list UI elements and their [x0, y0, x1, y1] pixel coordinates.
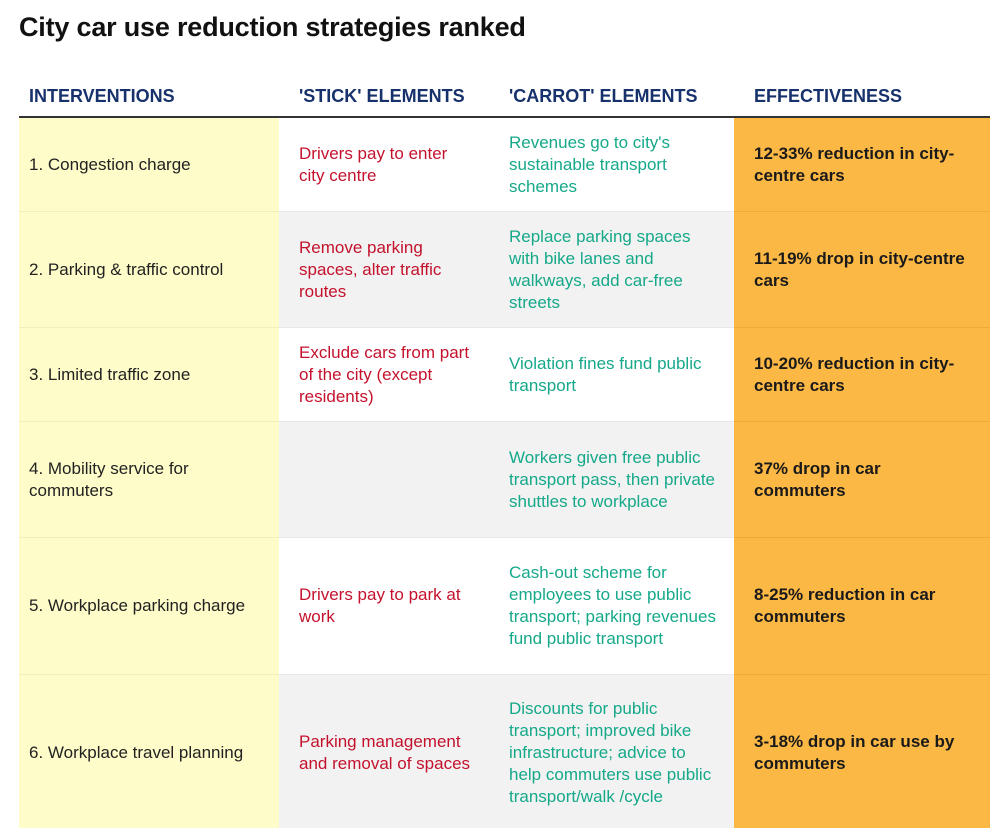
table-cell-effectiveness: 11-19% drop in city-centre cars [734, 212, 990, 328]
column-header-effectiveness: EFFECTIVENESS [734, 76, 990, 118]
table-cell-effectiveness: 10-20% reduction in city-centre cars [734, 328, 990, 422]
table-cell-effectiveness: 3-18% drop in car use by commuters [734, 675, 990, 828]
table-cell-stick: Parking management and removal of spaces [279, 675, 489, 828]
table-cell-carrot: Workers given free public transport pass… [489, 422, 734, 538]
table-cell-carrot: Cash-out scheme for employees to use pub… [489, 538, 734, 675]
table-cell-effectiveness: 12-33% reduction in city-centre cars [734, 118, 990, 212]
table-cell-intervention: 6. Workplace travel planning [19, 675, 279, 828]
table-cell-intervention: 1. Congestion charge [19, 118, 279, 212]
table-cell-intervention: 5. Workplace parking charge [19, 538, 279, 675]
table-cell-effectiveness: 8-25% reduction in car commuters [734, 538, 990, 675]
column-header-stick: 'STICK' ELEMENTS [279, 76, 489, 118]
table-cell-stick [279, 422, 489, 538]
table-cell-carrot: Discounts for public transport; improved… [489, 675, 734, 828]
table-cell-effectiveness: 37% drop in car commuters [734, 422, 990, 538]
table-cell-intervention: 2. Parking & traffic control [19, 212, 279, 328]
table-cell-intervention: 3. Limited traffic zone [19, 328, 279, 422]
table-cell-stick: Drivers pay to enter city centre [279, 118, 489, 212]
table-cell-stick: Exclude cars from part of the city (exce… [279, 328, 489, 422]
table-cell-stick: Remove parking spaces, alter traffic rou… [279, 212, 489, 328]
table-cell-intervention: 4. Mobility service for commuters [19, 422, 279, 538]
column-header-interventions: INTERVENTIONS [19, 76, 279, 118]
table-cell-carrot: Revenues go to city's sustainable transp… [489, 118, 734, 212]
chart-title: City car use reduction strategies ranked [19, 12, 526, 42]
table-cell-carrot: Replace parking spaces with bike lanes a… [489, 212, 734, 328]
table-cell-stick: Drivers pay to park at work [279, 538, 489, 675]
strategies-table: INTERVENTIONS 'STICK' ELEMENTS 'CARROT' … [19, 76, 990, 828]
table-cell-carrot: Violation fines fund public transport [489, 328, 734, 422]
column-header-carrot: 'CARROT' ELEMENTS [489, 76, 734, 118]
